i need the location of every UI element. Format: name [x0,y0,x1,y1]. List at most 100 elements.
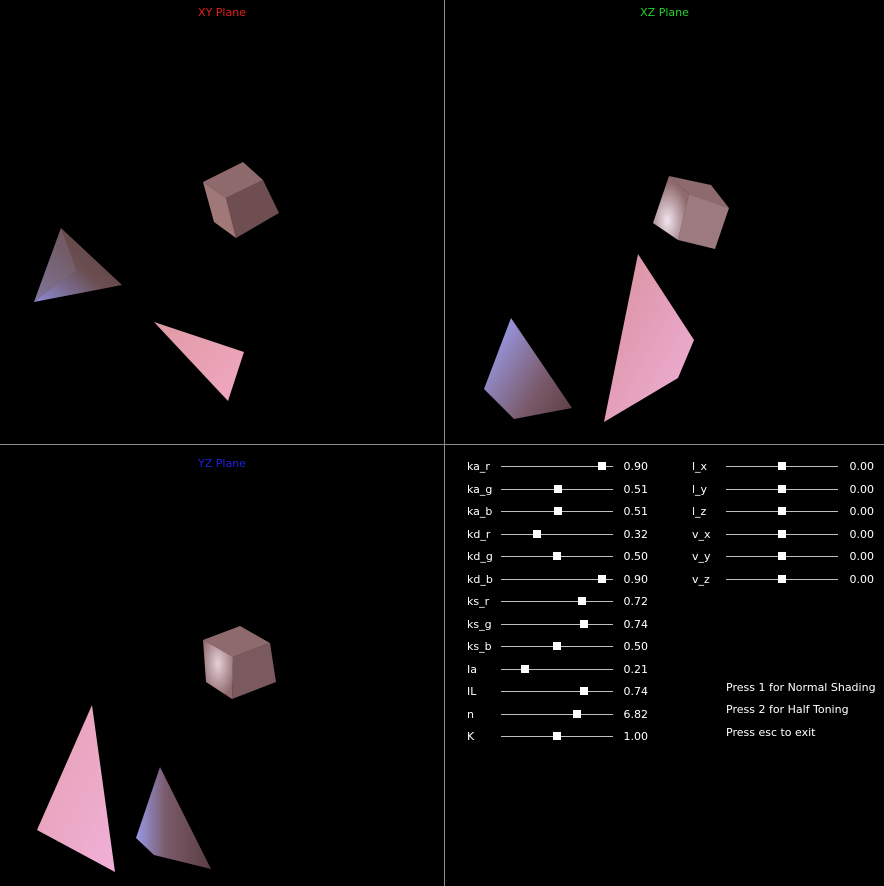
tetrahedron-object [136,767,211,869]
slider-ka_b: ka_b 0.51 [467,505,648,519]
slider-il: IL 0.74 [467,685,648,699]
controls-panel [445,445,884,886]
slider-handle[interactable] [554,507,563,515]
cube-object [653,176,729,249]
instruction-half-toning: Press 2 for Half Toning [726,703,849,716]
slider-handle[interactable] [577,597,586,605]
yz-plane-title: YZ Plane [198,457,246,470]
slider-handle[interactable] [778,484,786,493]
cube-object [203,626,276,699]
slider-ks_g: ks_g 0.74 [467,618,648,632]
slider-value: 0.74 [623,685,649,698]
slider-label: ka_r [467,460,490,473]
slider-value: 0.74 [623,617,649,631]
pink-tetrahedron-object [154,322,244,401]
slider-label: v_z [692,572,710,586]
slider-label: l_y [692,482,708,496]
slider-track[interactable] [501,466,613,467]
slider-handle[interactable] [778,462,786,470]
slider-handle[interactable] [579,619,588,628]
slider-track[interactable] [501,713,613,715]
slider-kd_g: kd_g 0.50 [467,550,648,564]
slider-ka_g: ka_g 0.51 [467,483,648,497]
slider-value: 0.51 [623,482,649,496]
slider-value: 6.82 [623,707,649,721]
slider-handle[interactable] [778,574,786,583]
slider-track[interactable] [501,623,613,625]
slider-label: l_x [692,460,708,473]
slider-value: 0.90 [623,460,649,473]
slider-v_x: v_x 0.00 [692,528,874,542]
slider-label: n [467,707,474,721]
slider-kd_r: kd_r 0.32 [467,528,648,542]
slider-track[interactable] [501,668,613,670]
slider-value: 0.00 [849,572,875,586]
slider-handle[interactable] [778,507,786,515]
xy-plane-viewport: XY Plane [0,0,444,444]
slider-handle[interactable] [553,642,561,650]
slider-value: 0.50 [623,550,649,563]
slider-value: 0.72 [623,595,649,608]
slider-handle[interactable] [778,529,786,538]
horizontal-divider [0,444,884,445]
slider-handle[interactable] [573,709,582,718]
slider-value: 0.00 [849,527,875,541]
slider-handle[interactable] [532,529,541,538]
slider-label: v_x [692,527,711,541]
slider-label: ka_g [467,482,493,496]
slider-value: 0.51 [623,505,649,518]
slider-value: 0.90 [623,572,649,586]
slider-label: kd_b [467,572,493,586]
xz-plane-viewport: XZ Plane [445,0,884,444]
slider-value: 0.00 [849,482,875,496]
slider-n: n 6.82 [467,708,648,722]
slider-track[interactable] [501,601,613,602]
yz-plane-viewport: YZ Plane [0,445,444,886]
slider-value: 1.00 [623,730,649,743]
slider-value: 0.00 [849,550,875,563]
yz-plane-scene [37,626,276,872]
slider-track[interactable] [501,533,613,535]
slider-track[interactable] [501,578,613,580]
slider-ks_b: ks_b 0.50 [467,640,648,654]
slider-l_x: l_x 0.00 [692,460,874,474]
tetrahedron-object [484,318,572,419]
cube-object [203,162,279,238]
slider-label: ks_r [467,595,490,608]
slider-handle[interactable] [553,552,561,560]
xy-plane-scene [34,162,279,401]
slider-label: ka_b [467,505,493,518]
slider-label: ks_g [467,617,492,631]
slider-handle[interactable] [597,574,606,583]
slider-label: l_z [692,505,707,518]
slider-handle[interactable] [553,732,561,740]
pink-tetrahedron-object [604,254,694,422]
instruction-exit: Press esc to exit [726,726,816,739]
slider-label: ks_b [467,640,492,653]
slider-kd_b: kd_b 0.90 [467,573,648,587]
slider-handle[interactable] [597,462,606,470]
slider-value: 0.00 [849,505,875,518]
slider-k: K 1.00 [467,730,648,744]
slider-track[interactable] [501,691,613,692]
slider-handle[interactable] [554,484,563,493]
slider-handle[interactable] [778,552,786,560]
slider-label: K [467,730,475,743]
slider-v_y: v_y 0.00 [692,550,874,564]
slider-label: kd_g [467,550,493,563]
slider-value: 0.50 [623,640,649,653]
slider-label: kd_r [467,527,491,541]
slider-handle[interactable] [520,664,529,673]
slider-value: 0.32 [623,527,649,541]
slider-handle[interactable] [579,687,588,695]
instruction-normal-shading: Press 1 for Normal Shading [726,681,876,694]
slider-label: IL [467,685,477,698]
vertical-divider [444,0,445,886]
tetrahedron-object [34,228,122,302]
slider-label: Ia [467,662,477,676]
pink-tetrahedron-object [37,705,115,872]
slider-label: v_y [692,550,711,563]
slider-v_z: v_z 0.00 [692,573,874,587]
slider-l_y: l_y 0.00 [692,483,874,497]
xz-plane-title: XZ Plane [640,6,689,19]
